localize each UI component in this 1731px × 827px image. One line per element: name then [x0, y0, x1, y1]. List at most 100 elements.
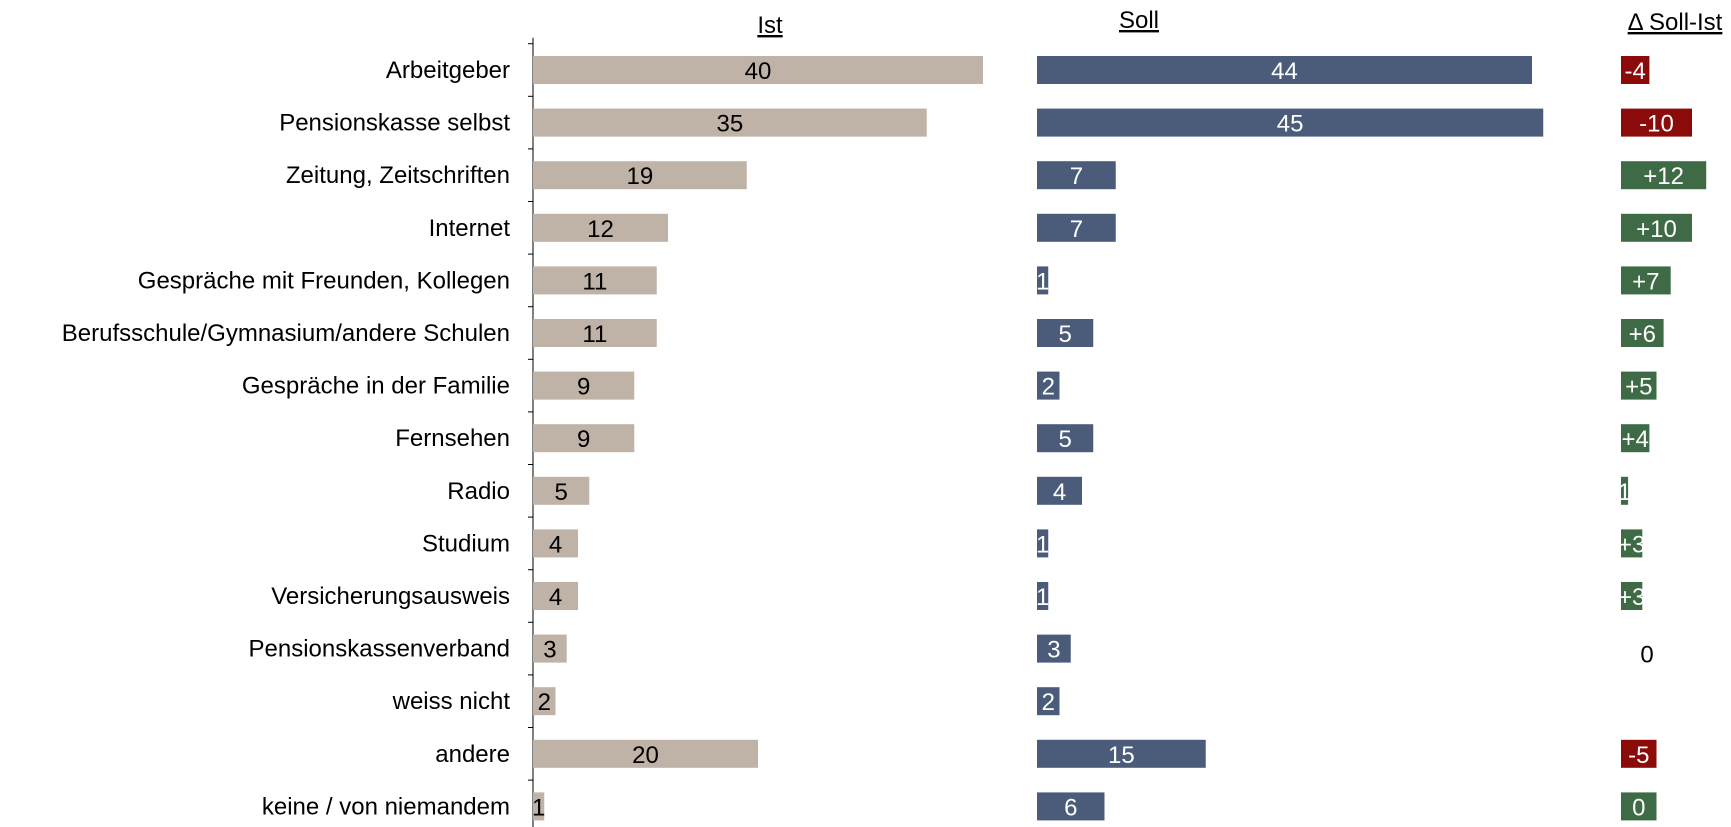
delta-value-label: -10	[1639, 111, 1674, 138]
category-label: Pensionskasse selbst	[279, 110, 510, 137]
category-label: Arbeitgeber	[386, 57, 510, 84]
soll-value-label: 3	[1047, 637, 1060, 664]
delta-bar	[1621, 213, 1692, 242]
category-label: Studium	[422, 530, 510, 557]
delta-bar	[1621, 161, 1707, 190]
category-label: andere	[435, 741, 510, 768]
delta-bar	[1621, 266, 1671, 295]
soll-bar	[1037, 213, 1116, 242]
ist-bar	[533, 792, 545, 821]
soll-bar	[1037, 371, 1060, 400]
ist-bar	[533, 529, 578, 558]
soll-value-label: 44	[1271, 58, 1298, 85]
delta-value-label: +12	[1643, 163, 1684, 190]
soll-value-label: 1	[1036, 584, 1049, 611]
soll-bar	[1037, 739, 1206, 768]
delta-bar	[1621, 529, 1643, 558]
soll-value-label: 1	[1036, 531, 1049, 558]
ist-value-label: 40	[745, 58, 772, 85]
soll-bar	[1037, 634, 1071, 663]
ist-value-label: 4	[549, 531, 562, 558]
ist-value-label: 9	[577, 374, 590, 401]
category-label: Pensionskassenverband	[248, 636, 510, 663]
soll-bar	[1037, 319, 1094, 347]
soll-bar	[1037, 424, 1094, 453]
ist-bar	[533, 108, 927, 137]
ist-value-label: 19	[627, 163, 654, 190]
ist-value-label: 2	[538, 689, 551, 716]
soll-bar	[1037, 56, 1532, 84]
category-label: Radio	[447, 478, 510, 505]
soll-value-label: 5	[1058, 426, 1071, 453]
delta-bar	[1621, 371, 1657, 400]
ist-bar	[533, 371, 635, 400]
ist-value-label: 20	[632, 742, 659, 769]
delta-value-label: +6	[1629, 321, 1656, 348]
delta-value-label: -4	[1625, 58, 1646, 85]
ist-value-label: 11	[582, 321, 607, 348]
ist-bar	[533, 582, 578, 610]
ist-bar	[533, 319, 657, 347]
delta-value-label: 1	[1618, 479, 1631, 506]
ist-bar	[533, 266, 657, 295]
delta-value-label: +4	[1622, 426, 1649, 453]
category-label: Internet	[429, 215, 511, 242]
delta-bar	[1621, 108, 1692, 137]
delta-value-label: +3	[1618, 584, 1645, 611]
delta-value-label: +7	[1632, 268, 1659, 295]
soll-bar	[1037, 687, 1060, 716]
header-ist: Ist	[757, 12, 783, 39]
soll-value-label: 15	[1108, 742, 1135, 769]
soll-bar	[1037, 161, 1116, 190]
ist-bar	[533, 476, 590, 505]
header-delta: Δ Soll-Ist	[1628, 9, 1723, 36]
soll-bar	[1037, 476, 1082, 505]
category-label: Gespräche in der Familie	[242, 373, 510, 400]
ist-bar	[533, 56, 983, 84]
delta-value-label: 0	[1640, 642, 1653, 669]
category-label: Berufsschule/Gymnasium/andere Schulen	[62, 320, 510, 347]
delta-bar	[1621, 476, 1629, 505]
header-soll: Soll	[1119, 7, 1159, 34]
ist-value-label: 35	[717, 111, 744, 138]
ist-bar	[533, 634, 567, 663]
category-label: Gespräche mit Freunden, Kollegen	[138, 267, 510, 294]
soll-value-label: 7	[1070, 163, 1083, 190]
delta-bar	[1621, 739, 1657, 768]
delta-value-label: +5	[1625, 374, 1652, 401]
delta-bar	[1621, 319, 1664, 347]
category-label: Versicherungsausweis	[271, 583, 510, 610]
soll-value-label: 6	[1064, 794, 1077, 821]
ist-value-label: 1	[532, 794, 545, 821]
soll-bar	[1037, 529, 1049, 558]
ist-value-label: 11	[582, 268, 607, 295]
ist-bar	[533, 739, 758, 768]
soll-bar	[1037, 108, 1544, 137]
delta-bar	[1621, 424, 1650, 453]
ist-value-label: 9	[577, 426, 590, 453]
ist-value-label: 12	[587, 216, 614, 243]
ist-value-label: 4	[549, 584, 562, 611]
category-label: Zeitung, Zeitschriften	[286, 162, 510, 189]
ist-value-label: 5	[554, 479, 567, 506]
soll-value-label: 4	[1053, 479, 1066, 506]
category-label: keine / von niemandem	[262, 793, 510, 820]
category-label: weiss nicht	[392, 688, 511, 715]
ist-bar	[533, 424, 635, 453]
ist-value-label: 3	[543, 637, 556, 664]
delta-bar	[1621, 792, 1657, 821]
soll-value-label: 45	[1277, 111, 1304, 138]
soll-bar	[1037, 792, 1105, 821]
ist-bar	[533, 213, 668, 242]
ist-bar	[533, 687, 556, 716]
delta-value-label: -5	[1628, 742, 1649, 769]
soll-value-label: 7	[1070, 216, 1083, 243]
delta-bar	[1621, 56, 1650, 84]
soll-bar	[1037, 266, 1049, 295]
soll-value-label: 2	[1042, 374, 1055, 401]
category-label: Fernsehen	[395, 425, 510, 452]
soll-value-label: 2	[1042, 689, 1055, 716]
delta-value-label: +3	[1618, 531, 1645, 558]
soll-value-label: 1	[1036, 268, 1049, 295]
